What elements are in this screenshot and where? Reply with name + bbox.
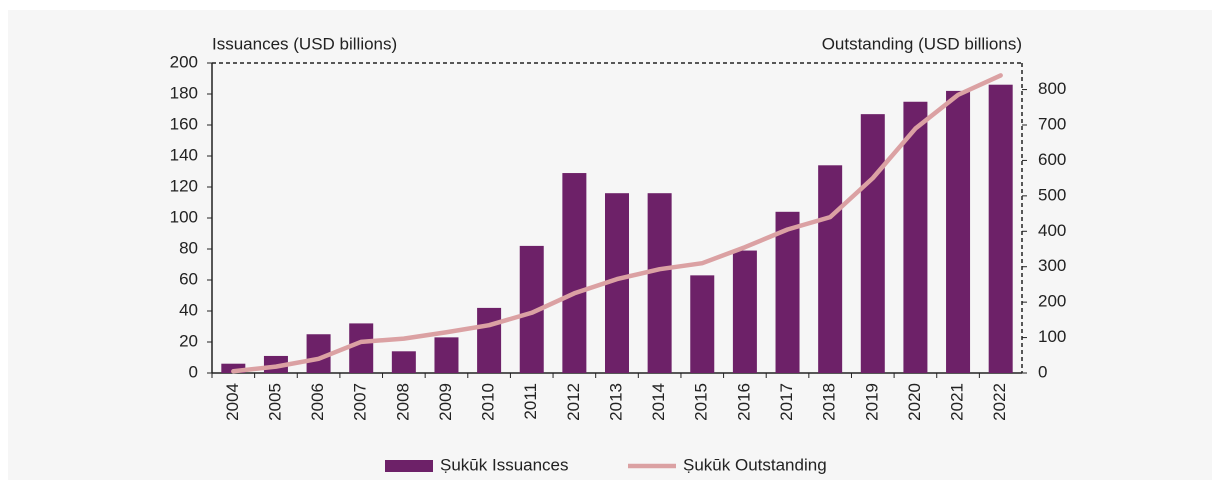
bar xyxy=(860,114,885,374)
y2-tick-label: 300 xyxy=(1038,256,1066,275)
bar xyxy=(775,211,800,373)
x-tick-label: 2012 xyxy=(564,383,583,421)
y2-tick-label: 500 xyxy=(1038,185,1066,204)
bar xyxy=(946,90,971,374)
y2-tick-label: 100 xyxy=(1038,327,1066,346)
bar xyxy=(221,363,246,373)
y2-tick-label: 800 xyxy=(1038,79,1066,98)
y2-tick-label: 200 xyxy=(1038,292,1066,311)
x-tick-label: 2020 xyxy=(905,383,924,421)
bar xyxy=(349,323,374,373)
x-tick-label: 2011 xyxy=(521,383,540,420)
y-tick-label: 120 xyxy=(170,176,198,195)
bar xyxy=(818,165,843,373)
y2-axis-label: Outstanding (USD billions) xyxy=(822,34,1022,53)
y-tick-label: 100 xyxy=(170,207,198,226)
y-tick-label: 200 xyxy=(170,52,198,71)
legend-label: Ṣukūk Issuances xyxy=(440,455,569,474)
bar xyxy=(903,101,928,373)
x-tick-label: 2019 xyxy=(862,383,881,421)
bar xyxy=(562,173,587,373)
y-axis-label: Issuances (USD billions) xyxy=(212,34,397,53)
x-tick-label: 2006 xyxy=(308,383,327,421)
y-tick-label: 160 xyxy=(170,114,198,133)
x-tick-label: 2017 xyxy=(777,383,796,421)
x-tick-label: 2014 xyxy=(649,383,668,421)
x-tick-label: 2004 xyxy=(223,383,242,421)
y-tick-label: 180 xyxy=(170,83,198,102)
x-tick-label: 2016 xyxy=(734,383,753,421)
x-tick-label: 2007 xyxy=(351,383,370,421)
bar xyxy=(477,307,502,373)
x-tick-label: 2005 xyxy=(265,383,284,421)
x-tick-label: 2018 xyxy=(820,383,839,421)
y2-tick-label: 400 xyxy=(1038,221,1066,240)
bar xyxy=(391,351,416,373)
x-tick-label: 2021 xyxy=(948,383,967,421)
x-tick-label: 2013 xyxy=(606,383,625,421)
y-tick-label: 0 xyxy=(189,362,198,381)
y-tick-label: 80 xyxy=(179,238,198,257)
bar xyxy=(732,250,757,373)
bar xyxy=(647,193,672,373)
y-tick-label: 40 xyxy=(179,300,198,319)
x-tick-label: 2022 xyxy=(990,383,1009,421)
y2-tick-label: 600 xyxy=(1038,150,1066,169)
x-tick-label: 2009 xyxy=(436,383,455,421)
x-tick-label: 2015 xyxy=(692,383,711,421)
y-tick-label: 60 xyxy=(179,269,198,288)
y2-tick-label: 700 xyxy=(1038,114,1066,133)
x-tick-label: 2008 xyxy=(393,383,412,421)
bar xyxy=(434,337,459,373)
y-tick-label: 140 xyxy=(170,145,198,164)
bar xyxy=(690,275,715,373)
y2-tick-label: 0 xyxy=(1038,362,1047,381)
x-tick-label: 2010 xyxy=(479,383,498,421)
legend-label: Ṣukūk Outstanding xyxy=(683,455,827,474)
bar xyxy=(988,84,1013,373)
legend-swatch xyxy=(385,460,433,472)
y-tick-label: 20 xyxy=(179,331,198,350)
line xyxy=(231,73,1003,374)
